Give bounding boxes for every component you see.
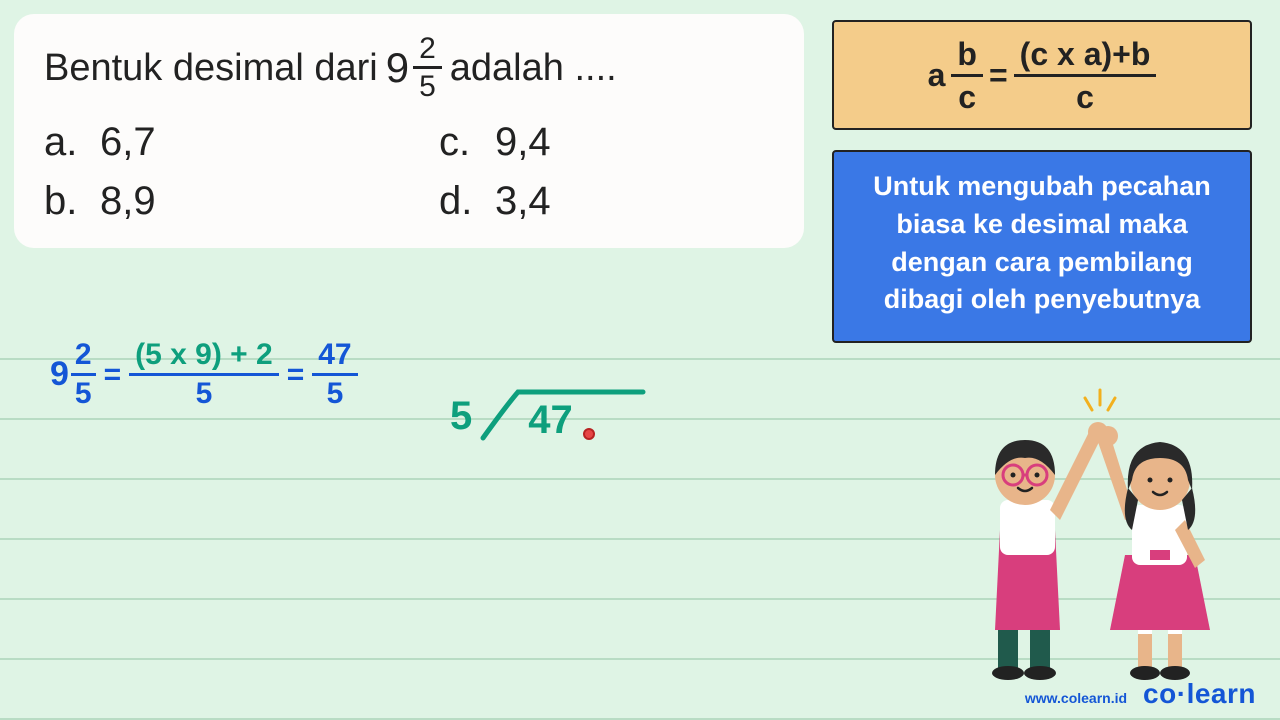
long-division: 5 47 (450, 376, 648, 446)
option-value: 9,4 (495, 120, 551, 165)
formula-eq: = (989, 57, 1008, 94)
options-grid: a. 6,7 c. 9,4 b. 8,9 d. 3,4 (44, 120, 774, 224)
question-mixed-fraction: 9 2 5 (386, 34, 442, 102)
tip-line: biasa ke desimal maka (854, 206, 1230, 244)
option-letter: a. (44, 120, 84, 165)
formula-frac-right: (c x a)+b c (1014, 38, 1157, 113)
work-den: 5 (75, 376, 92, 409)
work-frac: 2 5 (71, 340, 96, 409)
formula-frac-left: b c (951, 38, 983, 113)
option-d: d. 3,4 (439, 179, 774, 224)
question-card: Bentuk desimal dari 9 2 5 adalah .... a.… (14, 14, 804, 248)
footer: www.colearn.id co·learn (1025, 678, 1256, 710)
brand-logo: co·learn (1143, 678, 1256, 710)
formula-box: a b c = (c x a)+b c (832, 20, 1252, 130)
work-num: 2 (71, 340, 96, 376)
tip-line: Untuk mengubah pecahan (854, 168, 1230, 206)
longdiv-dividend: 47 (528, 398, 573, 443)
mixed-frac: 2 5 (413, 34, 442, 102)
tip-line: dibagi oleh penyebutnya (854, 281, 1230, 319)
work-eq2: = (287, 358, 305, 392)
work-line: 9 2 5 = (5 x 9) + 2 5 = 47 5 (50, 340, 360, 409)
work-result-top: 47 (312, 340, 357, 376)
option-b: b. 8,9 (44, 179, 379, 224)
footer-url: www.colearn.id (1025, 690, 1127, 706)
option-value: 6,7 (100, 120, 156, 165)
question-prefix: Bentuk desimal dari (44, 47, 378, 90)
option-value: 3,4 (495, 179, 551, 224)
formula-c-left: c (958, 77, 976, 113)
work-expand-top: (5 x 9) + 2 (129, 340, 279, 376)
option-a: a. 6,7 (44, 120, 379, 165)
formula-a: a (928, 57, 946, 94)
question-line: Bentuk desimal dari 9 2 5 adalah .... (44, 34, 774, 102)
formula-top-right: (c x a)+b (1014, 38, 1157, 77)
logo-co: co (1143, 678, 1177, 709)
kids-illustration (960, 380, 1240, 680)
logo-learn: learn (1187, 678, 1256, 709)
formula-c-right: c (1076, 77, 1094, 113)
option-c: c. 9,4 (439, 120, 774, 165)
tip-line: dengan cara pembilang (854, 244, 1230, 282)
longdiv-divisor: 5 (450, 376, 472, 439)
option-letter: d. (439, 179, 479, 224)
work-result: 47 5 (312, 340, 357, 409)
work-whole: 9 (50, 355, 69, 394)
tip-box: Untuk mengubah pecahan biasa ke desimal … (832, 150, 1252, 343)
work-result-bot: 5 (327, 376, 344, 409)
formula-b: b (951, 38, 983, 77)
logo-dot: · (1177, 678, 1187, 709)
work-mixed: 9 2 5 (50, 340, 98, 409)
mixed-den: 5 (419, 69, 436, 102)
option-value: 8,9 (100, 179, 156, 224)
mixed-whole: 9 (386, 44, 409, 92)
longdiv-bracket: 47 (478, 376, 648, 446)
mixed-num: 2 (413, 34, 442, 69)
work-eq1: = (104, 358, 122, 392)
work-expand-bot: 5 (196, 376, 213, 409)
question-suffix: adalah .... (450, 47, 617, 90)
option-letter: b. (44, 179, 84, 224)
work-expand: (5 x 9) + 2 5 (129, 340, 279, 409)
option-letter: c. (439, 120, 479, 165)
